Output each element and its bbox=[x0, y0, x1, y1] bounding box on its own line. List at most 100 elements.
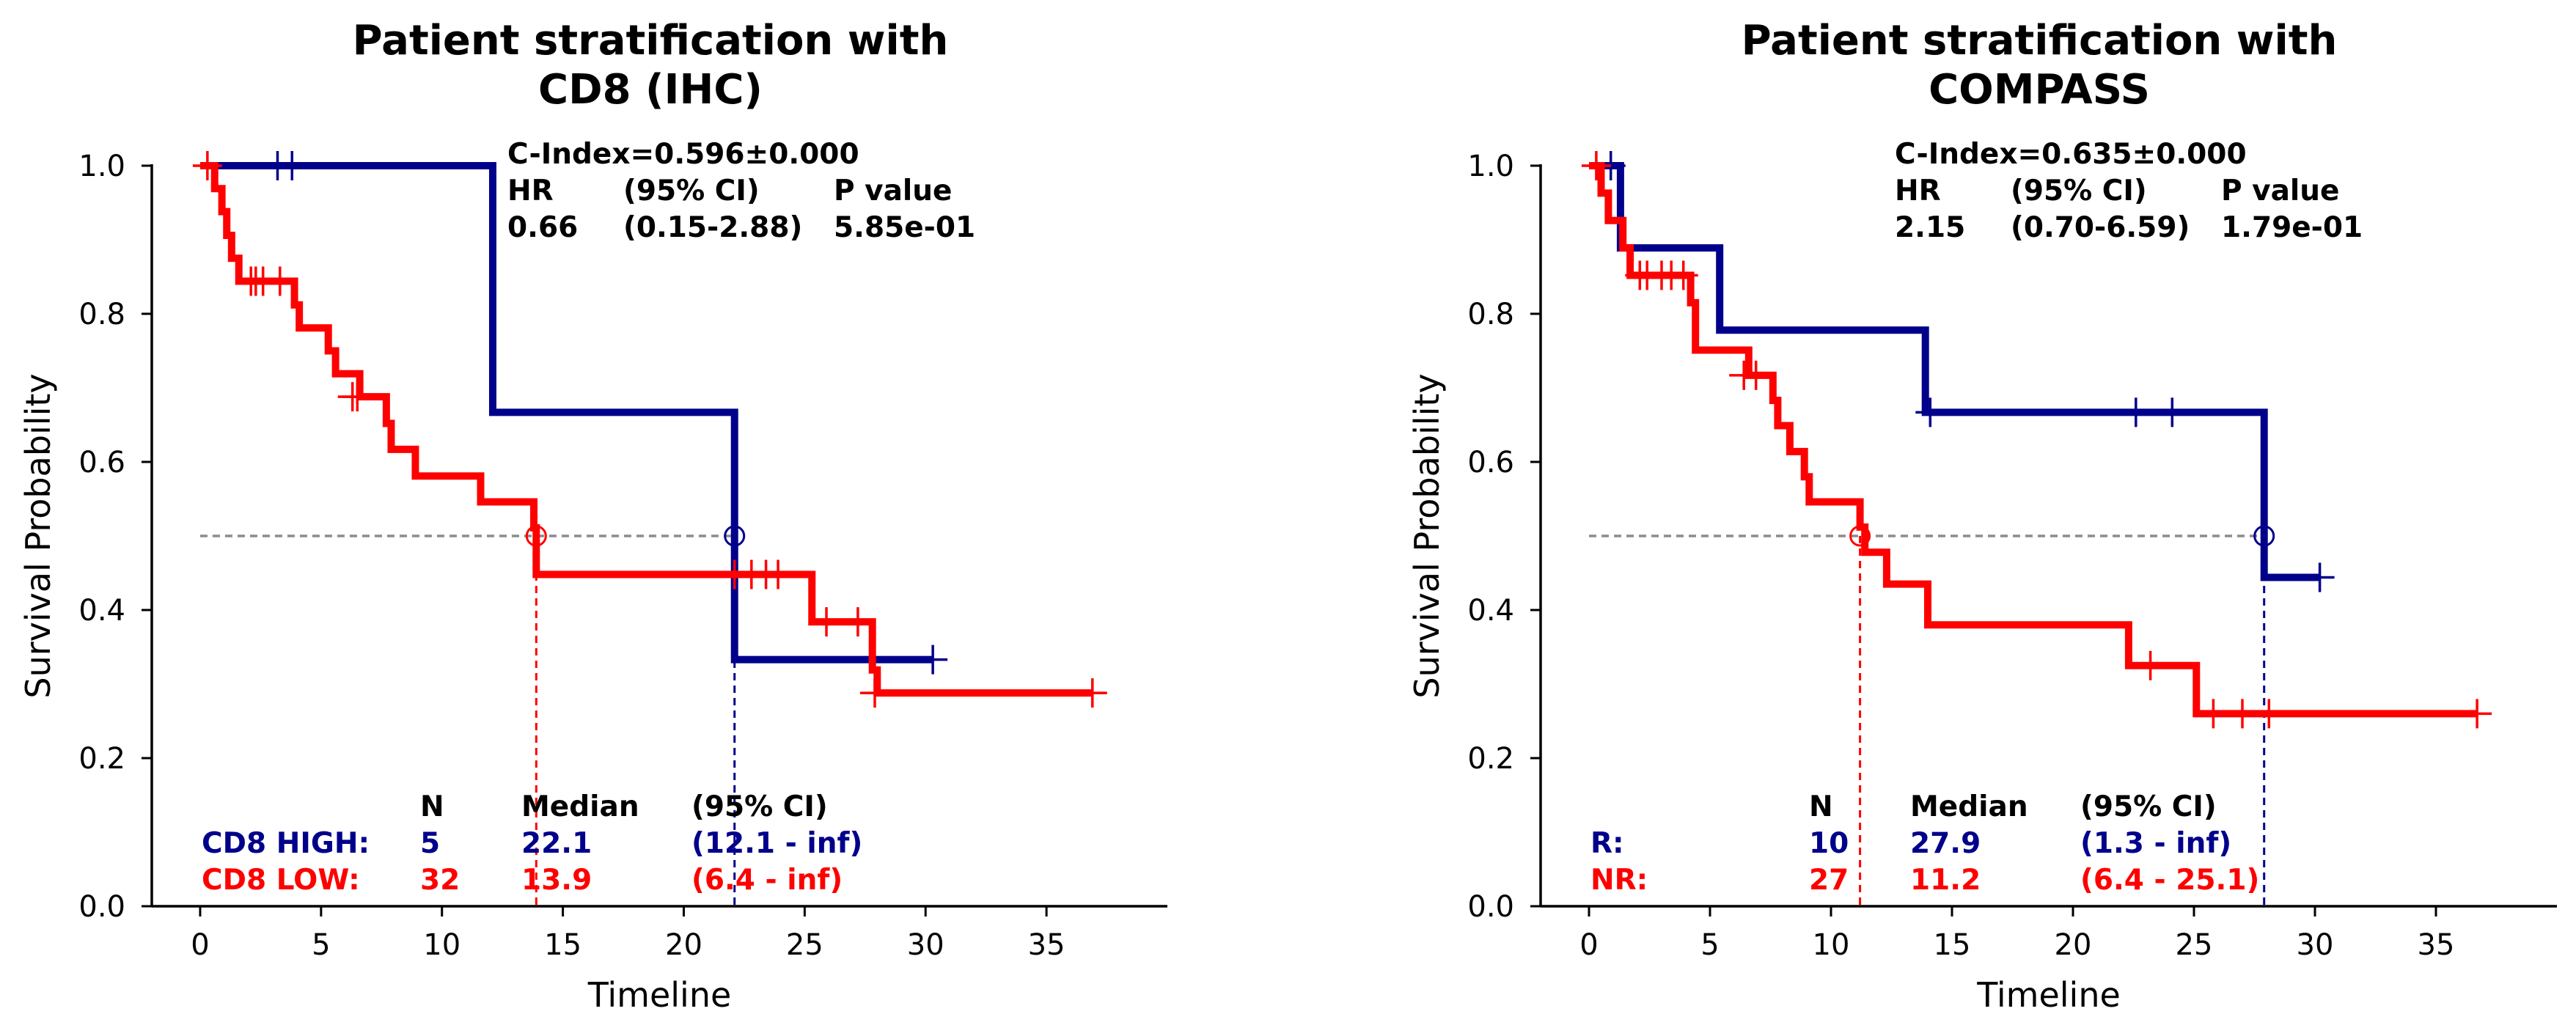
censor-mark bbox=[2157, 397, 2187, 427]
censor-mark bbox=[277, 151, 307, 180]
x-tick-label: 25 bbox=[786, 928, 823, 962]
x-tick-label: 20 bbox=[2055, 928, 2092, 962]
survival-curve bbox=[1589, 162, 2478, 718]
x-tick-label: 5 bbox=[1700, 928, 1719, 962]
censor-mark bbox=[2135, 650, 2165, 680]
median-marker bbox=[2253, 525, 2275, 547]
censor-mark bbox=[2228, 699, 2257, 729]
median-table-header: (95% CI) bbox=[691, 790, 828, 823]
chart-title-line: COMPASS bbox=[1929, 66, 2150, 114]
chart-title-line: Patient stratification with bbox=[353, 17, 949, 65]
censor-mark bbox=[1668, 260, 1698, 290]
median-table-row-label: R: bbox=[1590, 827, 1624, 860]
y-tick-label: 0.2 bbox=[78, 742, 125, 776]
median-table-median: 22.1 bbox=[521, 827, 592, 860]
survival-curve bbox=[1589, 162, 2320, 581]
median-table-row-label: CD8 HIGH: bbox=[202, 827, 370, 860]
censor-mark bbox=[2305, 562, 2335, 592]
x-tick-label: 15 bbox=[544, 928, 581, 962]
median-table-ci: (6.4 - inf) bbox=[691, 864, 843, 897]
median-table-n: 5 bbox=[420, 827, 440, 860]
x-tick-label: 30 bbox=[907, 928, 944, 962]
hr-value: (0.70-6.59) bbox=[2011, 211, 2190, 244]
censor-mark bbox=[1077, 678, 1107, 708]
median-table-n: 27 bbox=[1809, 864, 1849, 897]
median-table-median: 13.9 bbox=[521, 864, 592, 897]
y-axis-label: Survival Probability bbox=[18, 373, 58, 698]
y-tick-label: 0.4 bbox=[78, 594, 125, 628]
y-tick-label: 0.8 bbox=[1467, 298, 1514, 331]
x-tick-label: 10 bbox=[1813, 928, 1850, 962]
median-table-ci: (1.3 - inf) bbox=[2080, 827, 2231, 860]
x-axis-label: Timeline bbox=[587, 975, 732, 1015]
censor-mark bbox=[2462, 699, 2492, 729]
y-axis-label: Survival Probability bbox=[1407, 373, 1447, 698]
median-marker bbox=[1849, 525, 1871, 547]
median-table-header: N bbox=[1809, 790, 1833, 823]
x-tick-label: 0 bbox=[191, 928, 209, 962]
y-tick-label: 0.2 bbox=[1467, 742, 1514, 776]
censor-mark bbox=[2198, 699, 2228, 729]
median-table-median: 11.2 bbox=[1910, 864, 1981, 897]
censor-mark bbox=[2121, 397, 2151, 427]
median-table-header: N bbox=[420, 790, 444, 823]
median-table-n: 10 bbox=[1809, 827, 1849, 860]
censor-mark bbox=[342, 382, 373, 412]
censor-mark bbox=[265, 266, 295, 296]
censor-mark bbox=[1915, 397, 1945, 427]
hr-value: 2.15 bbox=[1895, 211, 1965, 244]
median-table-row-label: NR: bbox=[1590, 864, 1648, 897]
censor-mark bbox=[918, 644, 948, 675]
censor-mark bbox=[1741, 360, 1771, 390]
y-tick-label: 0.6 bbox=[78, 446, 125, 480]
median-table-header: (95% CI) bbox=[2080, 790, 2217, 823]
hr-value: 0.66 bbox=[507, 211, 578, 244]
median-table-header: Median bbox=[1910, 790, 2028, 823]
censor-mark bbox=[812, 607, 842, 637]
hr-value: 5.85e-01 bbox=[834, 211, 975, 244]
x-tick-label: 15 bbox=[1934, 928, 1971, 962]
c-index-text: C-Index=0.596±0.000 bbox=[507, 138, 859, 171]
y-tick-label: 1.0 bbox=[78, 150, 125, 183]
x-tick-label: 10 bbox=[423, 928, 460, 962]
censor-mark bbox=[1581, 151, 1611, 180]
hr-header: P value bbox=[834, 174, 952, 207]
survival-curve bbox=[199, 162, 933, 664]
hr-header: (95% CI) bbox=[2011, 174, 2147, 207]
hr-header: HR bbox=[507, 174, 554, 207]
x-tick-label: 25 bbox=[2176, 928, 2213, 962]
censor-mark bbox=[843, 607, 873, 637]
y-tick-label: 0.4 bbox=[1467, 594, 1514, 628]
x-axis-label: Timeline bbox=[1976, 975, 2121, 1015]
y-tick-label: 0.6 bbox=[1467, 446, 1514, 480]
hr-value: 1.79e-01 bbox=[2221, 211, 2363, 244]
x-tick-label: 30 bbox=[2297, 928, 2334, 962]
chart-title-line: Patient stratification with bbox=[1742, 17, 2338, 65]
x-tick-label: 20 bbox=[665, 928, 702, 962]
median-marker bbox=[525, 525, 547, 547]
x-tick-label: 35 bbox=[1028, 928, 1065, 962]
hr-header: (95% CI) bbox=[623, 174, 760, 207]
hr-header: P value bbox=[2221, 174, 2339, 207]
x-tick-label: 0 bbox=[1579, 928, 1598, 962]
censor-mark bbox=[763, 559, 793, 589]
median-table-n: 32 bbox=[420, 864, 460, 897]
hr-value: (0.15-2.88) bbox=[623, 211, 802, 244]
y-tick-label: 0.0 bbox=[1467, 890, 1514, 924]
median-table-ci: (6.4 - 25.1) bbox=[2080, 864, 2259, 897]
median-table-row-label: CD8 LOW: bbox=[202, 864, 360, 897]
censor-mark bbox=[192, 151, 222, 180]
survival-curve bbox=[199, 162, 1093, 697]
y-tick-label: 1.0 bbox=[1467, 150, 1514, 183]
censor-mark bbox=[2254, 699, 2284, 729]
x-tick-label: 5 bbox=[312, 928, 330, 962]
c-index-text: C-Index=0.635±0.000 bbox=[1895, 138, 2247, 171]
y-tick-label: 0.8 bbox=[78, 298, 125, 331]
chart-title-line: CD8 (IHC) bbox=[538, 66, 763, 114]
x-tick-label: 35 bbox=[2418, 928, 2455, 962]
hr-header: HR bbox=[1895, 174, 1941, 207]
censor-mark bbox=[859, 678, 889, 708]
